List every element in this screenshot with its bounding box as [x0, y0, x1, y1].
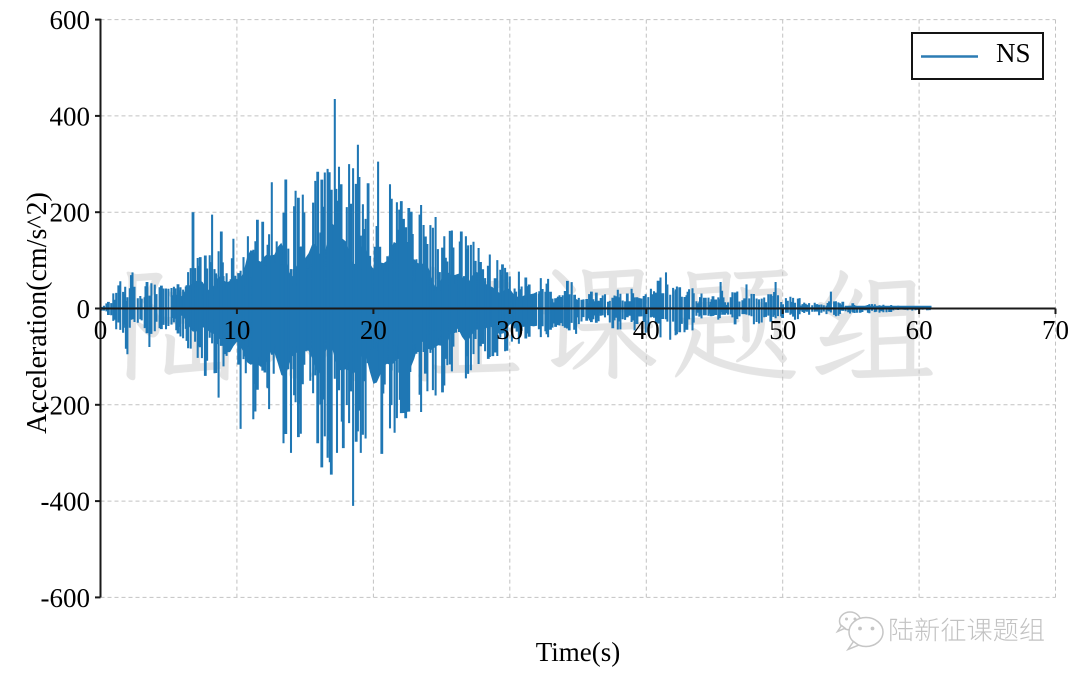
svg-text:60: 60	[906, 315, 933, 345]
svg-text:0: 0	[77, 294, 91, 324]
svg-text:Time(s): Time(s)	[536, 637, 621, 667]
svg-text:400: 400	[50, 101, 91, 131]
svg-text:10: 10	[223, 315, 250, 345]
svg-text:600: 600	[50, 5, 91, 35]
svg-text:NS: NS	[996, 38, 1031, 68]
svg-text:-400: -400	[41, 487, 91, 517]
svg-text:50: 50	[769, 315, 796, 345]
svg-text:70: 70	[1042, 315, 1069, 345]
svg-text:30: 30	[496, 315, 523, 345]
svg-text:-600: -600	[41, 583, 91, 613]
svg-text:-200: -200	[41, 390, 91, 420]
svg-text:200: 200	[50, 198, 91, 228]
svg-text:0: 0	[94, 315, 108, 345]
svg-text:40: 40	[633, 315, 660, 345]
svg-text:Acceleration(cm/s^2): Acceleration(cm/s^2)	[22, 192, 53, 434]
svg-text:20: 20	[360, 315, 387, 345]
